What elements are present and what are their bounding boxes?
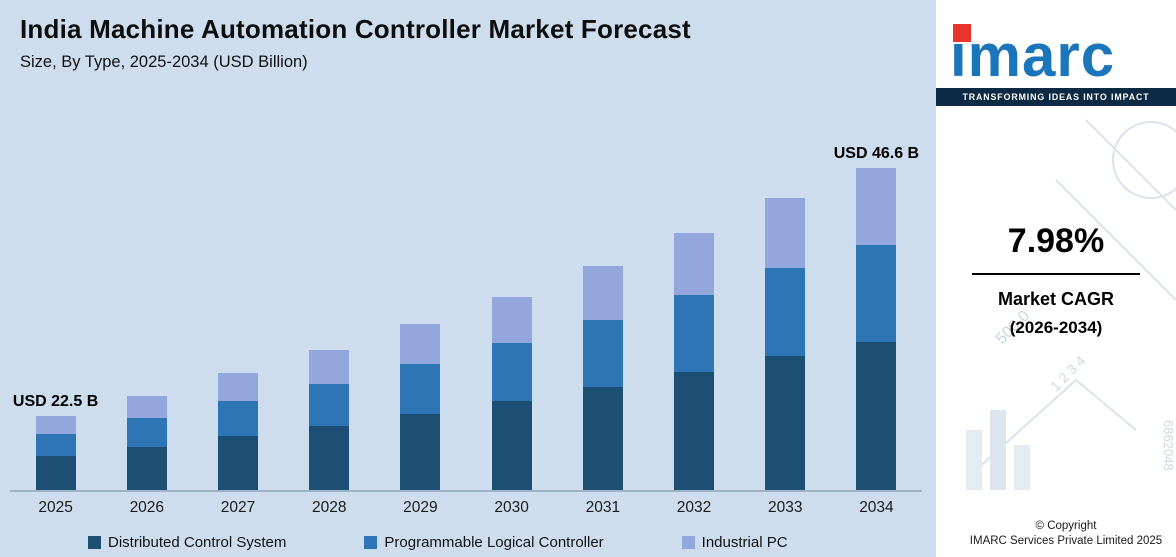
bar-column-2028: [284, 145, 375, 490]
cagr-label: Market CAGR: [997, 289, 1115, 309]
svg-text:1 2 3 4: 1 2 3 4: [1047, 352, 1089, 394]
stacked-bar-2030: [491, 296, 532, 490]
bar-column-2031: [557, 145, 648, 490]
legend-swatch-icon: [364, 536, 378, 549]
legend-label: Programmable Logical Controller: [384, 534, 604, 551]
stacked-bar-2028: [309, 349, 350, 490]
bar-segment: [218, 400, 258, 437]
bar-segment: [400, 324, 441, 365]
cagr-period: (2026-2034): [1009, 318, 1103, 337]
svg-text:6862048: 6862048: [1161, 420, 1176, 471]
bar-segment: [309, 349, 350, 384]
bar-segment: [35, 455, 76, 490]
x-axis-label: 2027: [220, 499, 256, 516]
stacked-bar-2031: [582, 266, 623, 490]
cagr-value: 7.98%: [1007, 222, 1105, 260]
bar-segment: [856, 245, 897, 343]
copyright-line2: IMARC Services Private Limited 2025: [969, 535, 1163, 547]
bar-column-2032: [648, 145, 739, 490]
bar-segment: [309, 383, 350, 426]
bar-segment: [218, 373, 258, 401]
cagr-divider: [972, 273, 1140, 275]
chart-header: India Machine Automation Controller Mark…: [20, 14, 691, 72]
bar-value-annotation: USD 46.6 B: [833, 145, 920, 162]
cagr-block: 7.98% Market CAGR (2026-2034): [936, 222, 1176, 338]
bar-segment: [765, 355, 806, 490]
bar-column-2030: [466, 145, 557, 490]
bar-segment: [309, 425, 350, 490]
x-axis-line: [10, 490, 922, 492]
bar-segment: [126, 395, 167, 419]
chart-title: India Machine Automation Controller Mark…: [20, 14, 691, 44]
bar-column-2025: USD 22.5 B: [10, 145, 101, 490]
bar-segment: [582, 319, 623, 388]
bar-segment: [856, 342, 897, 490]
imarc-logo: imarc: [950, 24, 1115, 88]
bar-segment: [856, 168, 897, 246]
x-axis-label: 2034: [859, 499, 894, 516]
bar-column-2033: [740, 145, 831, 490]
stacked-bar-2027: [218, 373, 258, 490]
bar-value-annotation: USD 22.5 B: [12, 392, 99, 410]
bar-segment: [582, 266, 623, 320]
bar-segment: [400, 413, 441, 490]
chart-area: India Machine Automation Controller Mark…: [0, 0, 936, 557]
bar-column-2026: [101, 145, 192, 490]
legend-item-programmable-logical-controller: Programmable Logical Controller: [364, 534, 604, 551]
bar-segment: [674, 371, 715, 490]
bar-segment: [400, 364, 441, 414]
bar-column-2027: [192, 145, 283, 490]
bar-segment: [765, 268, 806, 356]
stacked-bar-2026: [126, 395, 167, 490]
bars: USD 22.5 B USD 46.6 B: [10, 145, 922, 490]
legend-item-distributed-control-system: Distributed Control System: [88, 534, 286, 551]
logo-red-square-icon: [953, 24, 971, 42]
bar-segment: [126, 446, 167, 490]
stacked-bar-2033: [765, 198, 806, 490]
legend-label: Industrial PC: [701, 534, 788, 551]
bar-column-2034: USD 46.6 B: [831, 145, 922, 490]
bar-segment: [35, 415, 76, 434]
bar-segment: [582, 387, 623, 490]
copyright-notice: © Copyright IMARC Services Private Limit…: [966, 519, 1166, 549]
x-axis-label: 2028: [311, 499, 347, 516]
legend-item-industrial-pc: Industrial PC: [681, 534, 788, 551]
legend-swatch-icon: [681, 536, 695, 549]
x-axis-label: 2029: [403, 499, 438, 516]
logo-text: imarc: [950, 22, 1116, 89]
x-axis-labels: 2025 2026 2027 2028 2029 2030 2031 2032 2033 2034: [10, 499, 922, 517]
bar-segment: [674, 233, 715, 295]
stacked-bar-2025: [35, 415, 76, 490]
bar-column-2029: [375, 145, 466, 490]
chart-subtitle: Size, By Type, 2025-2034 (USD Billion): [20, 53, 308, 71]
x-axis-label: 2033: [767, 499, 803, 516]
bar-segment: [765, 198, 806, 268]
legend-label: Distributed Control System: [108, 534, 287, 551]
legend-swatch-icon: [88, 536, 101, 549]
x-axis-label: 2030: [494, 499, 529, 516]
bar-segment: [218, 436, 258, 490]
x-axis-label: 2031: [585, 499, 621, 516]
x-axis-label: 2026: [129, 499, 165, 516]
bar-segment: [491, 401, 532, 490]
bar-segment: [491, 296, 532, 344]
x-axis-label: 2032: [676, 499, 712, 516]
bar-segment: [126, 418, 167, 447]
logo-tagline: TRANSFORMING IDEAS INTO IMPACT: [936, 88, 1176, 106]
stacked-bar-2032: [674, 233, 715, 490]
brand-panel: 500.0 1 2 3 4 6862048 imarc TRANSFORMING…: [936, 0, 1176, 557]
stacked-bar-2034: [856, 168, 897, 490]
bar-segment: [35, 433, 76, 456]
bar-segment: [674, 294, 715, 372]
copyright-line1: © Copyright: [1035, 520, 1097, 532]
stacked-bar-2029: [400, 324, 441, 490]
legend: Distributed Control System Programmable …: [88, 534, 788, 551]
x-axis-label: 2025: [38, 499, 73, 516]
bar-segment: [491, 343, 532, 402]
